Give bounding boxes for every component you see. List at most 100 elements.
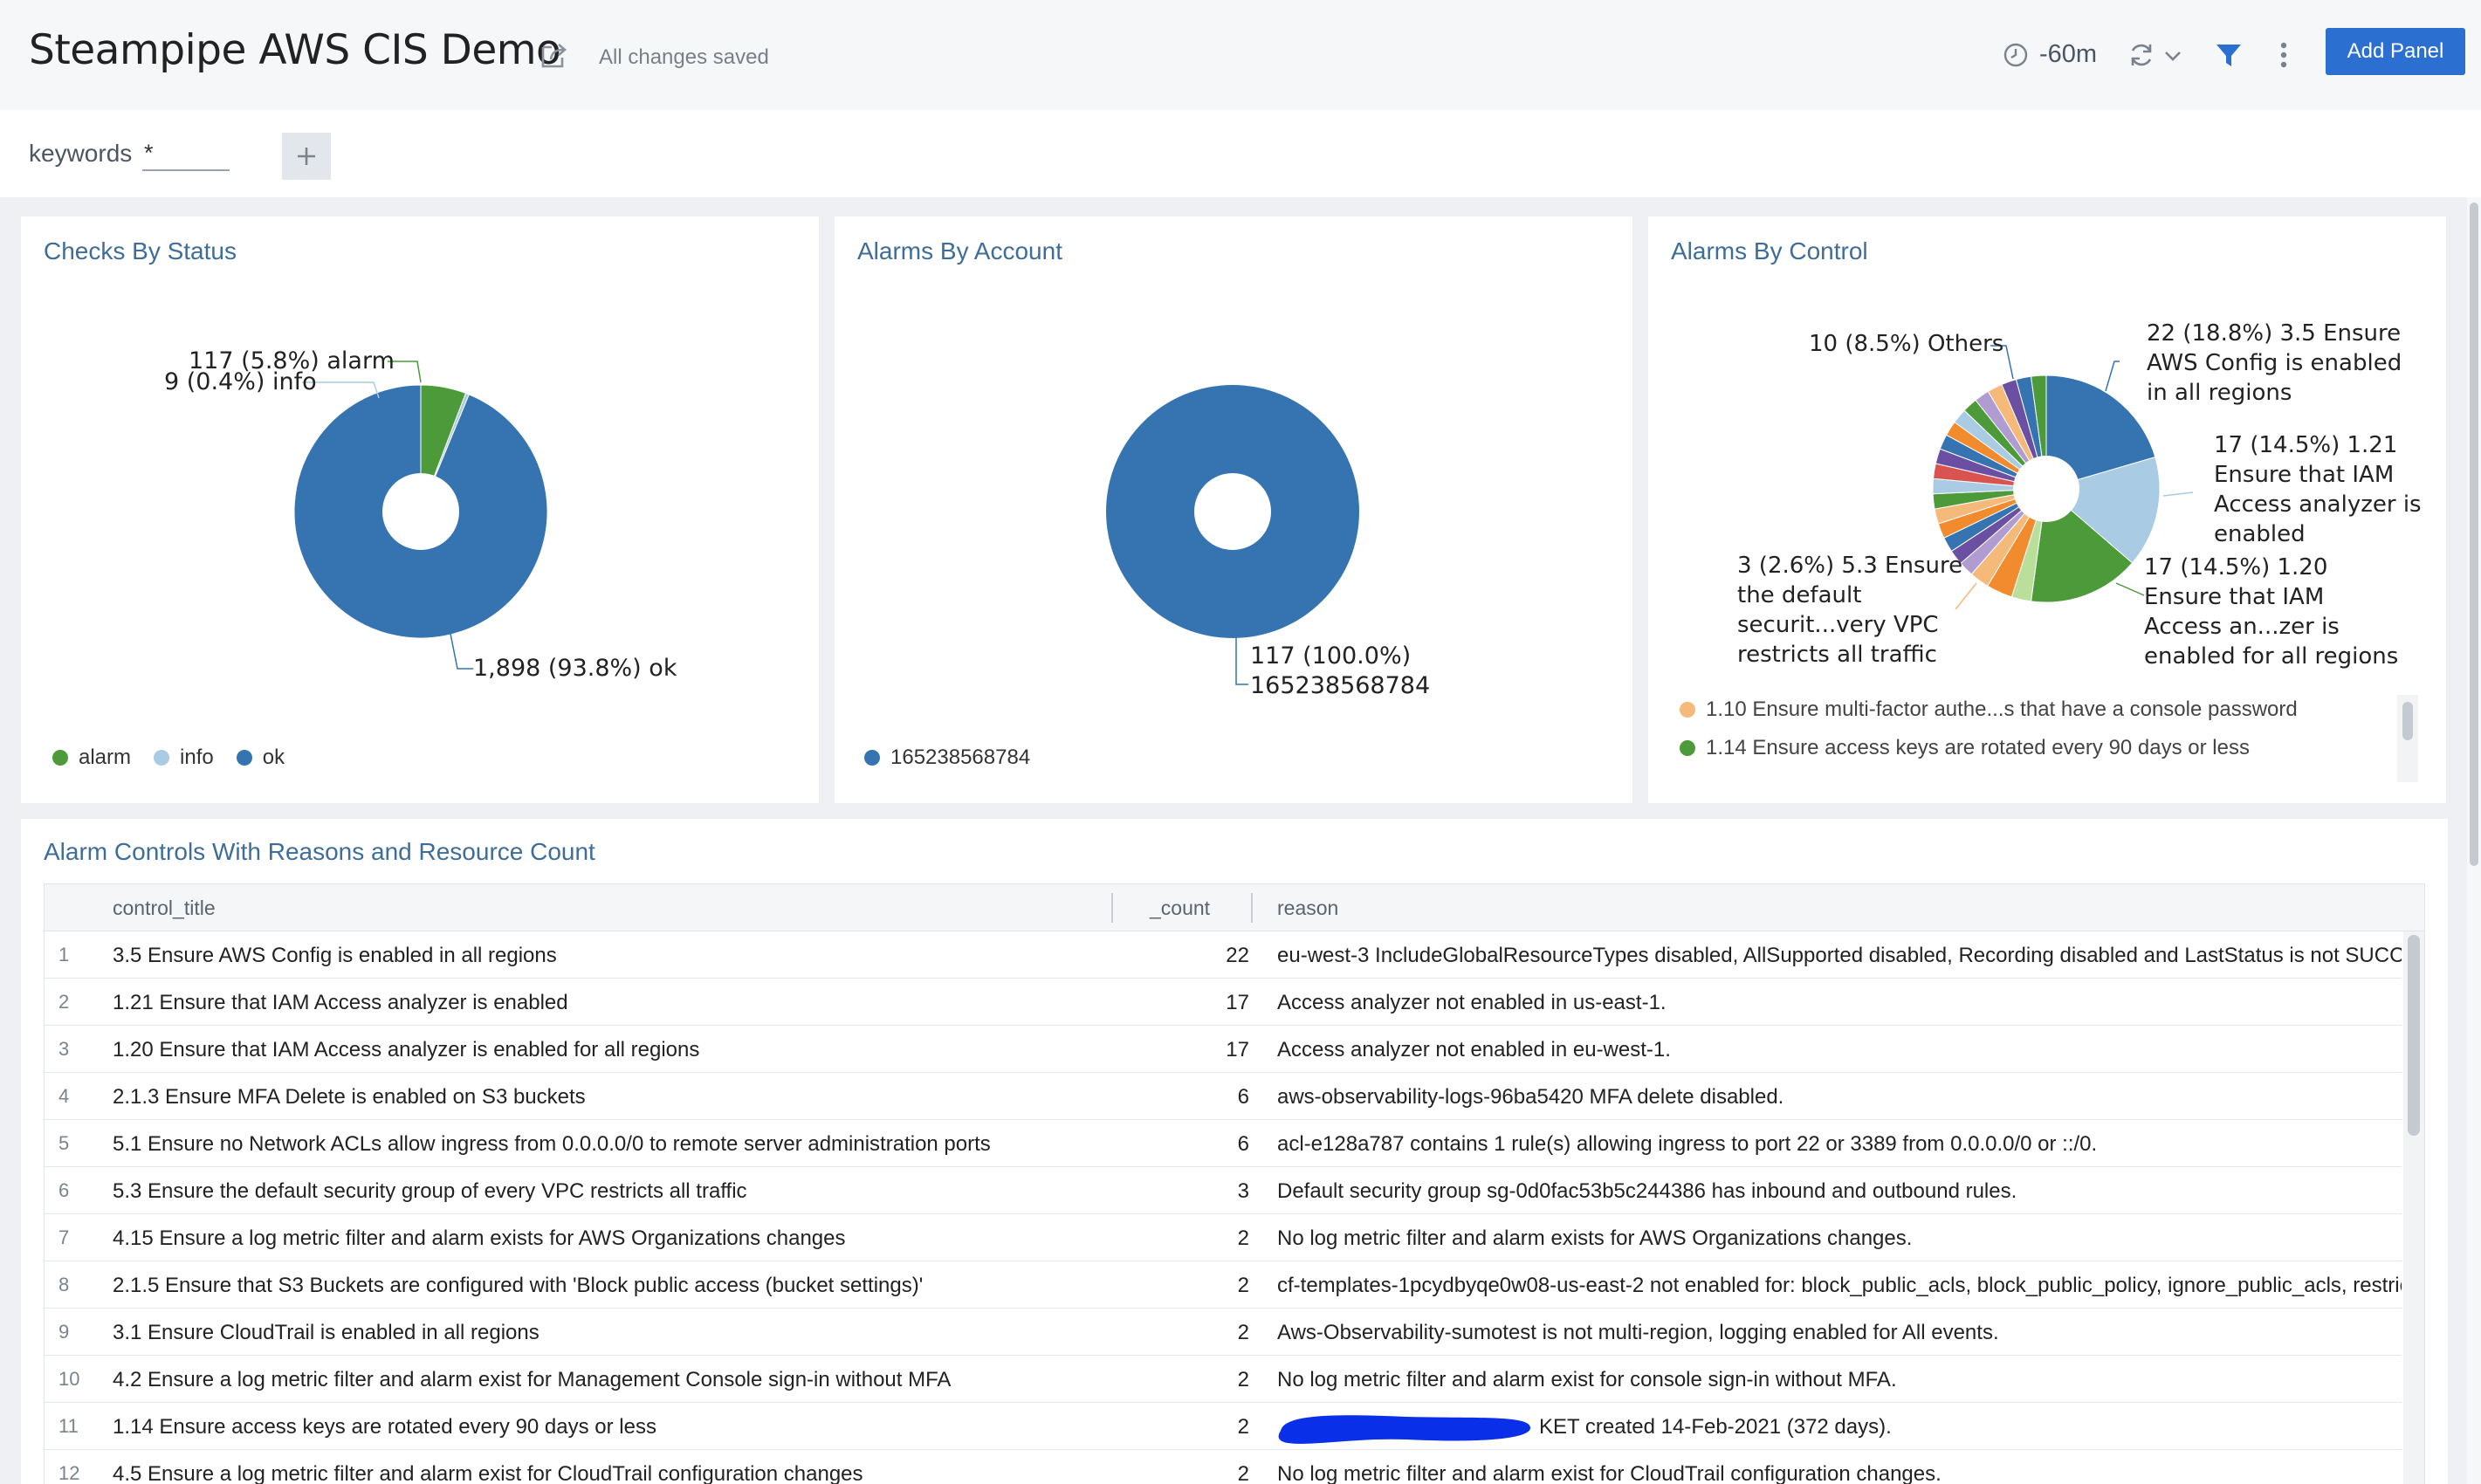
row-index: 8 <box>58 1274 70 1295</box>
legend-item-ok[interactable]: ok <box>236 745 285 770</box>
chart-legend: alarm info ok <box>52 745 307 770</box>
row-index: 12 <box>58 1462 80 1484</box>
table-row[interactable]: 5 5.1 Ensure no Network ACLs allow ingres… <box>45 1120 2402 1167</box>
table-scrollbar[interactable] <box>2403 931 2424 1484</box>
slice-labels: 10 (8.5%) Others 22 (18.8%) 3.5 Ensure A… <box>1737 320 2422 670</box>
chart-legend: 165238568784 <box>864 745 1053 770</box>
column-header-control-title[interactable]: control_title <box>113 897 216 919</box>
add-panel-button[interactable]: Add Panel <box>2326 28 2465 75</box>
legend-item-alarm[interactable]: alarm <box>52 745 131 770</box>
cell-reason: aws-observability-logs-96ba5420 MFA dele… <box>1277 1085 1784 1109</box>
cell-reason: cf-templates-1pcydbyqe0w08-us-east-2 not… <box>1277 1274 2402 1297</box>
legend-scrollbar[interactable] <box>2397 695 2418 782</box>
dashboard-title[interactable]: Steampipe AWS CIS Demo <box>29 26 561 74</box>
cell-control-title: 3.5 Ensure AWS Config is enabled in all … <box>113 944 557 967</box>
cell-control-title: 4.15 Ensure a log metric filter and alar… <box>113 1226 846 1250</box>
slice-label: 17 (14.5%) 1.20 <box>2144 554 2327 581</box>
column-resize-handle[interactable] <box>1251 893 1253 923</box>
scrollbar-thumb[interactable] <box>2408 935 2420 1136</box>
slice-label: securit...very VPC <box>1737 612 1939 638</box>
cell-count: 6 <box>1237 1085 1249 1109</box>
refresh-icon[interactable] <box>2127 40 2156 70</box>
cell-control-title: 3.1 Ensure CloudTrail is enabled in all … <box>113 1321 539 1344</box>
time-range-selector[interactable]: -60m <box>2039 40 2098 68</box>
table-row[interactable]: 9 3.1 Ensure CloudTrail is enabled in all… <box>45 1309 2402 1356</box>
slice-label: Ensure that IAM <box>2144 584 2324 610</box>
panel-alarm-controls-table: Alarm Controls With Reasons and Resource… <box>21 819 2448 1484</box>
panel-title[interactable]: Alarms By Control <box>1671 237 1868 265</box>
slice-label: Access an...zer is <box>2144 614 2340 640</box>
share-icon[interactable] <box>539 40 569 70</box>
plus-icon <box>298 148 315 165</box>
legend-dot <box>154 750 170 766</box>
column-resize-handle[interactable] <box>1111 893 1113 923</box>
cell-count: 2 <box>1237 1462 1249 1484</box>
table-row[interactable]: 10 4.2 Ensure a log metric filter and ala… <box>45 1356 2402 1403</box>
table-row[interactable]: 2 1.21 Ensure that IAM Access analyzer is… <box>45 979 2402 1026</box>
keywords-label: keywords <box>29 140 133 167</box>
slice-label: enabled for all regions <box>2144 643 2398 670</box>
legend-item-info[interactable]: info <box>154 745 214 770</box>
keywords-input[interactable] <box>142 136 230 171</box>
filter-bar: keywords <box>0 110 2481 197</box>
legend-label: 1.10 Ensure multi-factor authe...s that … <box>1706 697 2298 721</box>
legend-dot <box>1680 702 1695 718</box>
cell-count: 22 <box>1226 944 1249 967</box>
table-row[interactable]: 4 2.1.3 Ensure MFA Delete is enabled on S… <box>45 1073 2402 1120</box>
cell-reason: No log metric filter and alarm exist for… <box>1277 1462 1942 1484</box>
slice-label: 22 (18.8%) 3.5 Ensure <box>2147 320 2401 347</box>
scrollbar-thumb[interactable] <box>2402 702 2413 740</box>
chevron-down-icon[interactable] <box>2163 47 2182 65</box>
column-header-count[interactable]: _count <box>1150 897 1211 919</box>
cell-reason: Access analyzer not enabled in eu-west-1… <box>1277 1038 1671 1061</box>
table-row[interactable]: 1 3.5 Ensure AWS Config is enabled in all… <box>45 931 2402 979</box>
more-options-icon[interactable] <box>2273 40 2294 70</box>
legend-item-account[interactable]: 165238568784 <box>864 745 1030 770</box>
cell-control-title: 1.20 Ensure that IAM Access analyzer is … <box>113 1038 700 1061</box>
table-row[interactable]: 12 4.5 Ensure a log metric filter and ala… <box>45 1450 2402 1484</box>
slice-label: 17 (14.5%) 1.21 <box>2214 432 2397 458</box>
legend-label: info <box>180 745 214 769</box>
table-row[interactable]: 6 5.3 Ensure the default security group o… <box>45 1167 2402 1214</box>
cell-reason: No log metric filter and alarm exists fo… <box>1277 1226 1913 1250</box>
panel-checks-by-status: Checks By Status 117 (5.8%) alarm 9 (0.4… <box>21 216 819 803</box>
table-row[interactable]: 3 1.20 Ensure that IAM Access analyzer is… <box>45 1026 2402 1073</box>
scrollbar-thumb[interactable] <box>2470 203 2478 866</box>
row-index: 6 <box>58 1179 70 1201</box>
panel-title[interactable]: Alarm Controls With Reasons and Resource… <box>44 838 595 865</box>
table-row[interactable]: 7 4.15 Ensure a log metric filter and ala… <box>45 1214 2402 1261</box>
slice-label: Access analyzer is <box>2214 491 2422 518</box>
chart-legend: 1.10 Ensure multi-factor authe...s that … <box>1680 697 2320 775</box>
row-index: 11 <box>58 1415 79 1437</box>
cell-reason: eu-west-3 IncludeGlobalResourceTypes dis… <box>1277 944 2402 967</box>
filter-icon[interactable] <box>2214 40 2244 70</box>
leader-line <box>2115 582 2145 596</box>
legend-item[interactable]: 1.14 Ensure access keys are rotated ever… <box>1680 736 2298 759</box>
cell-control-title: 5.3 Ensure the default security group of… <box>113 1179 747 1203</box>
cell-count: 2 <box>1237 1321 1249 1344</box>
cell-count: 2 <box>1237 1415 1249 1439</box>
slice-label: in all regions <box>2147 380 2292 406</box>
legend-dot <box>236 750 252 766</box>
save-status: All changes saved <box>599 45 769 69</box>
cell-control-title: 1.21 Ensure that IAM Access analyzer is … <box>113 991 568 1014</box>
leader-line <box>450 633 473 670</box>
panel-title[interactable]: Alarms By Account <box>857 237 1062 265</box>
leader-line <box>1235 637 1248 685</box>
cell-control-title: 4.5 Ensure a log metric filter and alarm… <box>113 1462 863 1484</box>
clock-icon[interactable] <box>2003 42 2029 68</box>
panel-alarms-by-control: Alarms By Control 10 (8.5%) Others 22 (1… <box>1648 216 2446 803</box>
column-header-reason[interactable]: reason <box>1277 897 1339 919</box>
panel-title[interactable]: Checks By Status <box>44 237 237 265</box>
slice-label: the default <box>1737 582 1861 608</box>
legend-item[interactable]: 1.10 Ensure multi-factor authe...s that … <box>1680 697 2298 721</box>
slice-label: 3 (2.6%) 5.3 Ensure <box>1737 553 1962 579</box>
pie-slice[interactable] <box>2045 374 2156 490</box>
cell-count: 2 <box>1237 1368 1249 1391</box>
page-scrollbar[interactable] <box>2467 197 2481 1484</box>
pie-hole <box>382 473 459 550</box>
row-index: 1 <box>58 944 70 965</box>
table-row[interactable]: 11 1.14 Ensure access keys are rotated ev… <box>45 1403 2402 1450</box>
table-row[interactable]: 8 2.1.5 Ensure that S3 Buckets are config… <box>45 1261 2402 1309</box>
add-filter-button[interactable] <box>282 133 331 180</box>
